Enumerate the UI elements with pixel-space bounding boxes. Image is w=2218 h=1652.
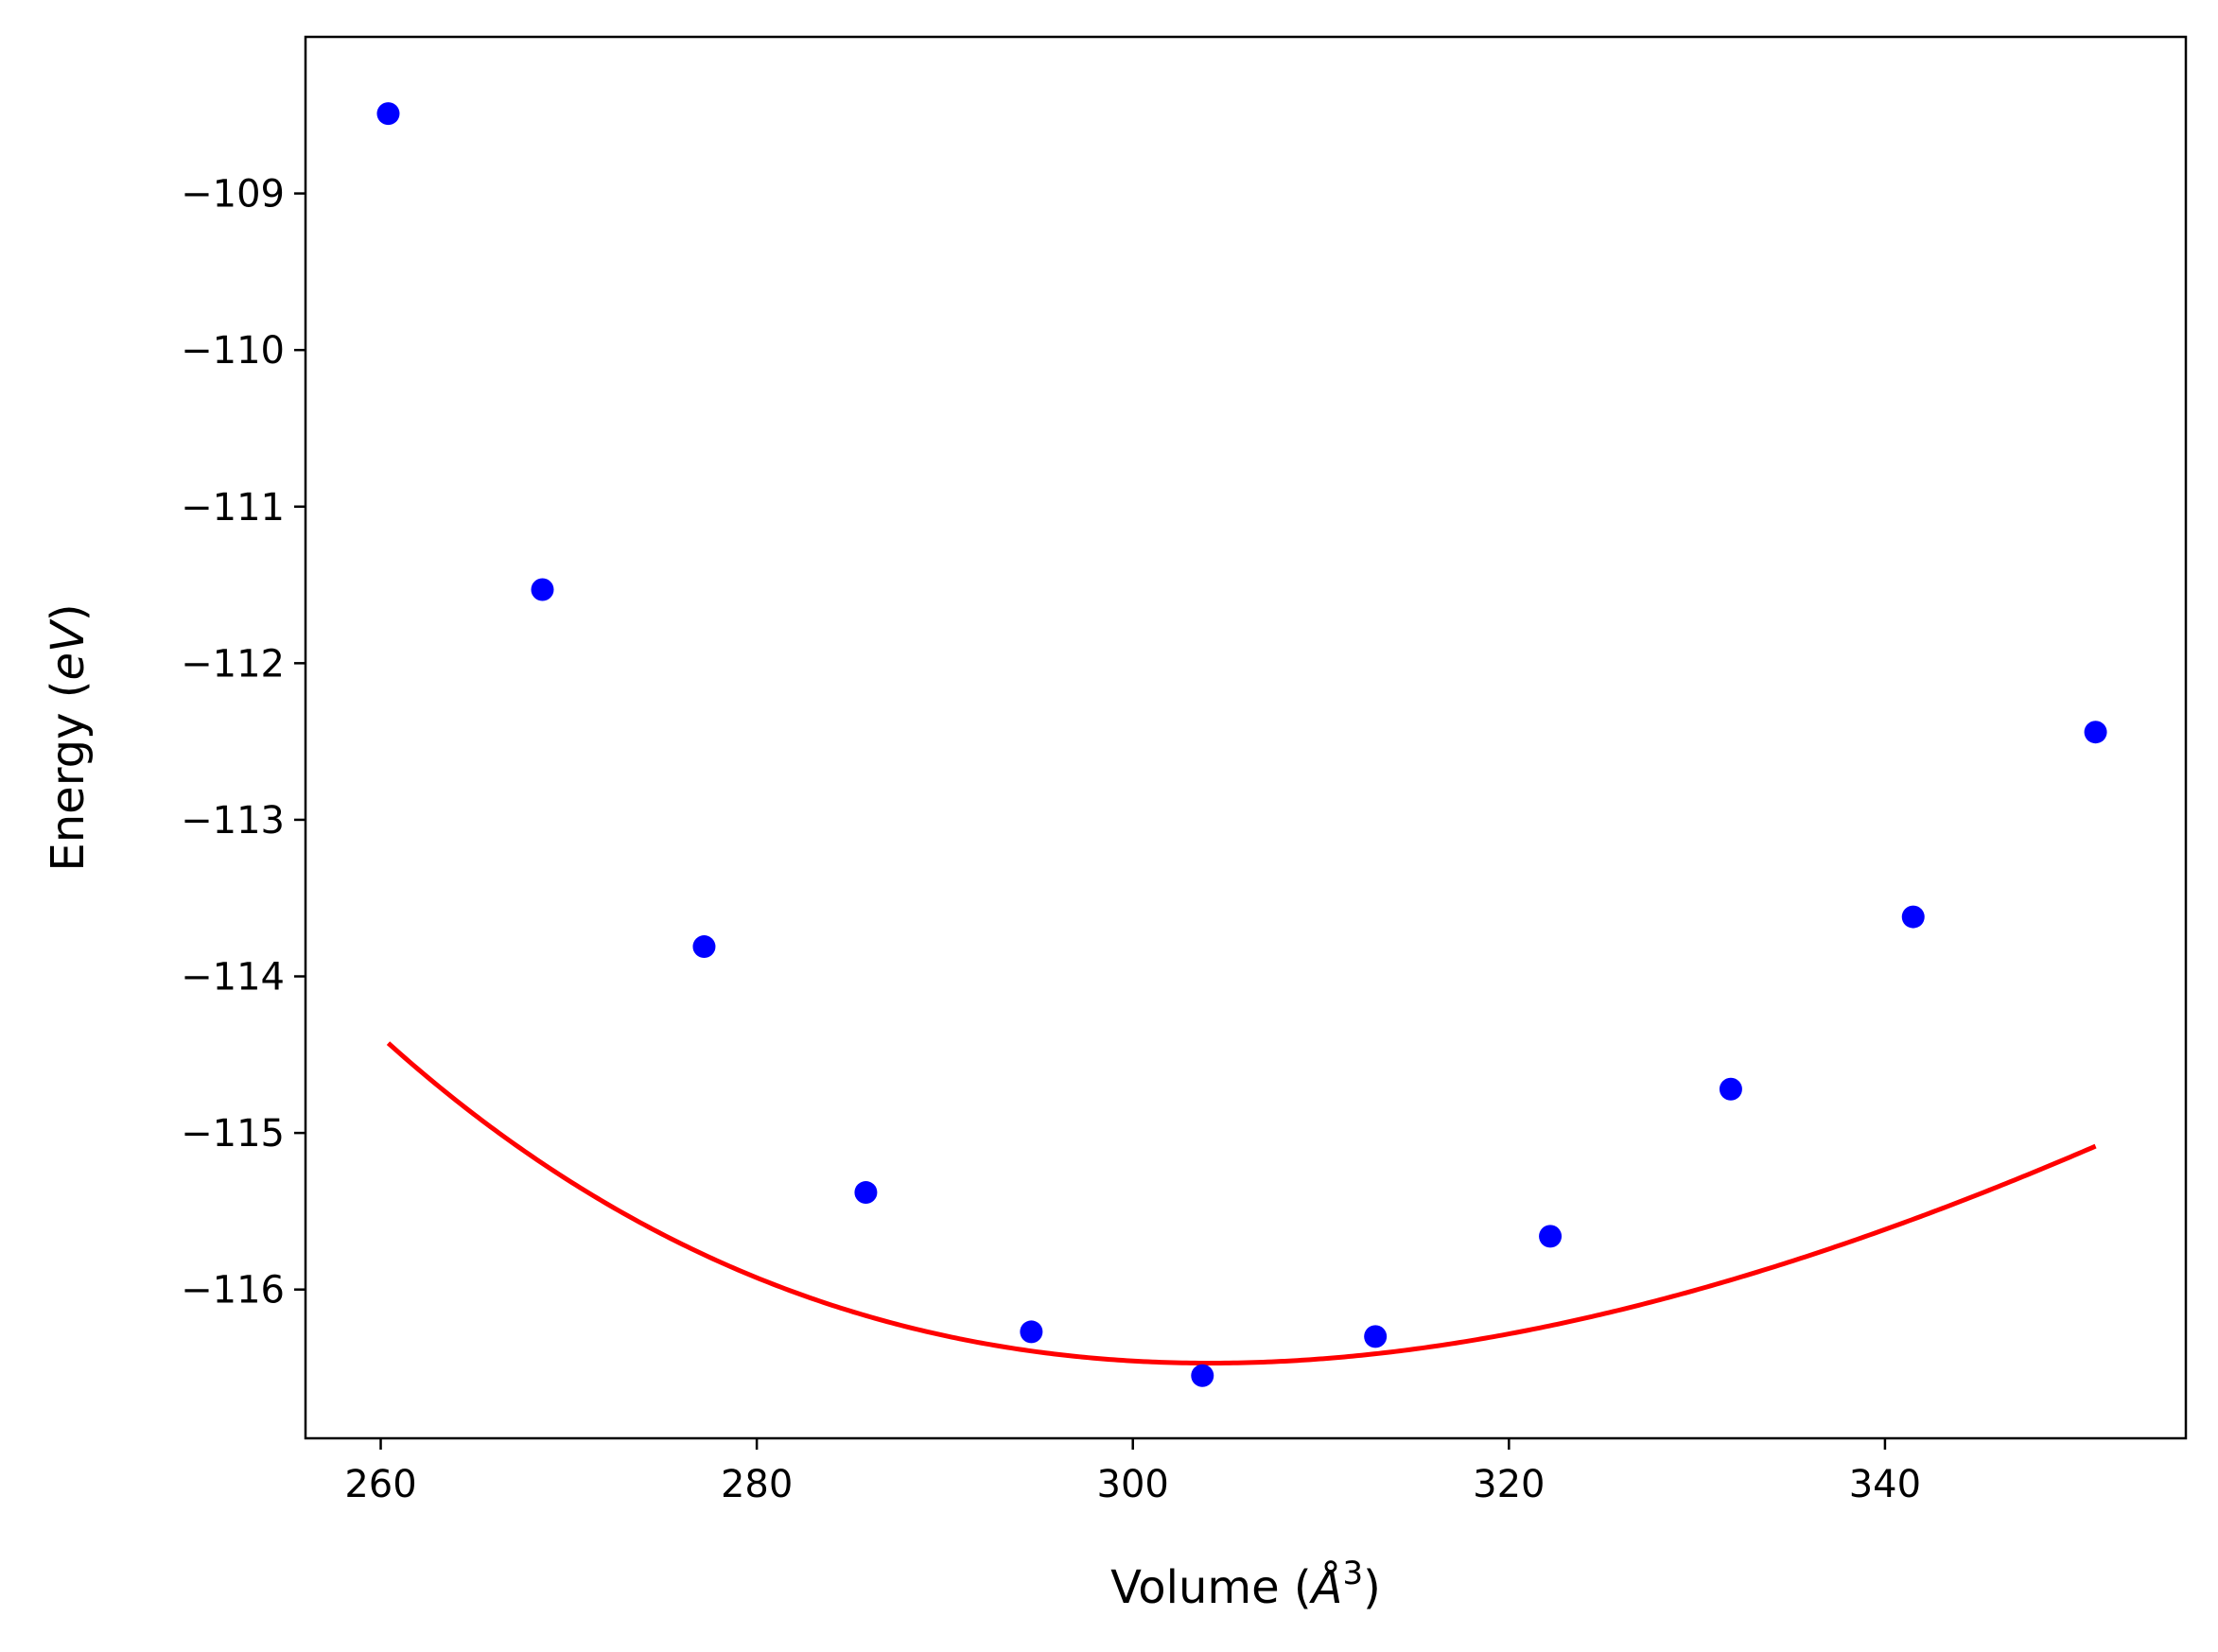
data-point [1020, 1320, 1043, 1344]
data-point [1191, 1364, 1214, 1387]
data-point [1719, 1077, 1742, 1101]
y-tick-label: −113 [181, 799, 285, 843]
y-axis-ticks: −116 −115 −114 −113 −112 −111 −110 −109 [181, 173, 306, 1313]
data-point [692, 935, 716, 959]
y-tick-label: −114 [181, 956, 285, 1000]
x-tick-label: 320 [1473, 1463, 1545, 1506]
data-point [1901, 905, 1925, 929]
y-tick-label: −112 [181, 642, 285, 686]
x-axis-label: Volume (Å3) [1110, 1555, 1381, 1614]
y-tick-label: −116 [181, 1269, 285, 1313]
x-tick-label: 300 [1097, 1463, 1169, 1506]
y-tick-label: −110 [181, 329, 285, 373]
data-point [1364, 1325, 1388, 1348]
x-axis-ticks: 260 280 300 320 340 [344, 1438, 1921, 1506]
data-point [376, 102, 400, 126]
x-tick-label: 340 [1849, 1463, 1921, 1506]
plot-area [376, 102, 2107, 1387]
x-tick-label: 260 [344, 1463, 416, 1506]
plot-frame [304, 35, 2188, 1440]
data-point [2084, 721, 2107, 744]
y-axis-label: Energy (eV) [42, 603, 95, 871]
data-point [1539, 1225, 1563, 1248]
y-tick-label: −111 [181, 486, 285, 530]
data-point [854, 1181, 878, 1205]
fit-curve [386, 1041, 2097, 1366]
x-tick-label: 280 [721, 1463, 793, 1506]
y-tick-label: −115 [181, 1112, 285, 1156]
data-point [531, 578, 554, 601]
y-tick-label: −109 [181, 173, 285, 217]
